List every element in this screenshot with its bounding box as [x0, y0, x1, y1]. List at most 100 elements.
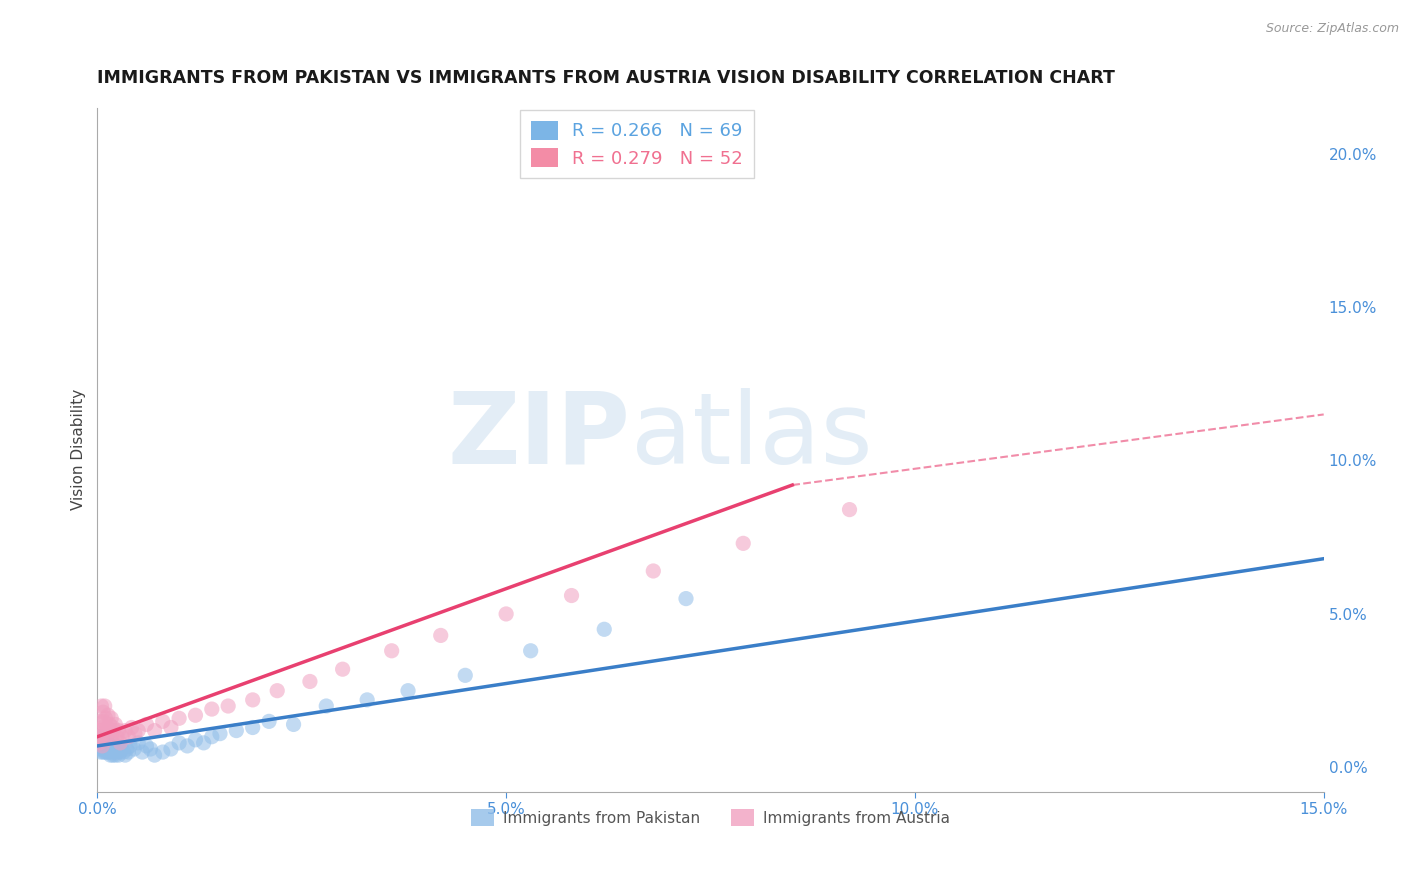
Point — [135, 717, 157, 731]
Point — [118, 739, 141, 753]
Point — [114, 723, 136, 738]
Point — [93, 736, 115, 750]
Point — [90, 714, 112, 729]
Point — [838, 502, 860, 516]
Point — [100, 723, 122, 738]
Point — [593, 622, 616, 636]
Point — [356, 693, 378, 707]
Point — [91, 739, 114, 753]
Point — [96, 739, 118, 753]
Point — [122, 742, 145, 756]
Point — [97, 739, 120, 753]
Point — [103, 723, 125, 738]
Point — [193, 736, 215, 750]
Point — [89, 742, 111, 756]
Point — [98, 742, 121, 756]
Point — [98, 745, 121, 759]
Point — [107, 739, 129, 753]
Point — [101, 742, 124, 756]
Point — [100, 739, 122, 753]
Point — [519, 644, 541, 658]
Point — [152, 745, 174, 759]
Point — [121, 721, 143, 735]
Point — [100, 711, 122, 725]
Point — [101, 721, 124, 735]
Point — [184, 732, 207, 747]
Point — [176, 739, 198, 753]
Point — [103, 742, 125, 756]
Point — [266, 683, 288, 698]
Text: ZIP: ZIP — [449, 387, 631, 484]
Point — [257, 714, 280, 729]
Point — [90, 730, 112, 744]
Point — [242, 693, 264, 707]
Point — [139, 742, 162, 756]
Point — [298, 674, 321, 689]
Point — [115, 742, 138, 756]
Point — [675, 591, 697, 606]
Point — [93, 745, 115, 759]
Point — [201, 702, 224, 716]
Point — [91, 726, 114, 740]
Point — [100, 748, 122, 763]
Point — [495, 607, 517, 621]
Point — [94, 742, 117, 756]
Point — [96, 732, 118, 747]
Point — [94, 736, 117, 750]
Point — [96, 742, 118, 756]
Point — [93, 699, 115, 714]
Point — [103, 745, 125, 759]
Point — [167, 711, 190, 725]
Point — [143, 723, 166, 738]
Point — [112, 745, 135, 759]
Point — [94, 711, 117, 725]
Point — [561, 589, 583, 603]
Point — [97, 745, 120, 759]
Point — [91, 745, 114, 759]
Text: Source: ZipAtlas.com: Source: ZipAtlas.com — [1265, 22, 1399, 36]
Point — [90, 732, 112, 747]
Point — [429, 628, 451, 642]
Point — [105, 742, 128, 756]
Point — [217, 699, 239, 714]
Point — [96, 745, 118, 759]
Point — [184, 708, 207, 723]
Point — [97, 708, 120, 723]
Point — [96, 721, 118, 735]
Point — [381, 644, 404, 658]
Point — [315, 699, 337, 714]
Point — [90, 745, 112, 759]
Point — [454, 668, 477, 682]
Point — [733, 536, 755, 550]
Point — [127, 736, 149, 750]
Point — [332, 662, 354, 676]
Point — [160, 721, 183, 735]
Point — [127, 723, 149, 738]
Point — [91, 705, 114, 719]
Point — [90, 699, 112, 714]
Point — [91, 739, 114, 753]
Point — [96, 736, 118, 750]
Point — [89, 730, 111, 744]
Point — [135, 739, 157, 753]
Point — [91, 721, 114, 735]
Text: IMMIGRANTS FROM PAKISTAN VS IMMIGRANTS FROM AUSTRIA VISION DISABILITY CORRELATIO: IMMIGRANTS FROM PAKISTAN VS IMMIGRANTS F… — [97, 69, 1115, 87]
Point — [107, 723, 129, 738]
Point — [87, 736, 110, 750]
Point — [89, 736, 111, 750]
Point — [91, 736, 114, 750]
Point — [104, 717, 127, 731]
Legend: Immigrants from Pakistan, Immigrants from Austria: Immigrants from Pakistan, Immigrants fro… — [465, 804, 956, 832]
Point — [93, 714, 115, 729]
Point — [101, 736, 124, 750]
Point — [152, 714, 174, 729]
Point — [143, 748, 166, 763]
Point — [105, 730, 128, 744]
Point — [90, 739, 112, 753]
Point — [98, 717, 121, 731]
Text: atlas: atlas — [631, 387, 873, 484]
Point — [110, 745, 132, 759]
Point — [167, 736, 190, 750]
Point — [208, 726, 231, 740]
Point — [101, 730, 124, 744]
